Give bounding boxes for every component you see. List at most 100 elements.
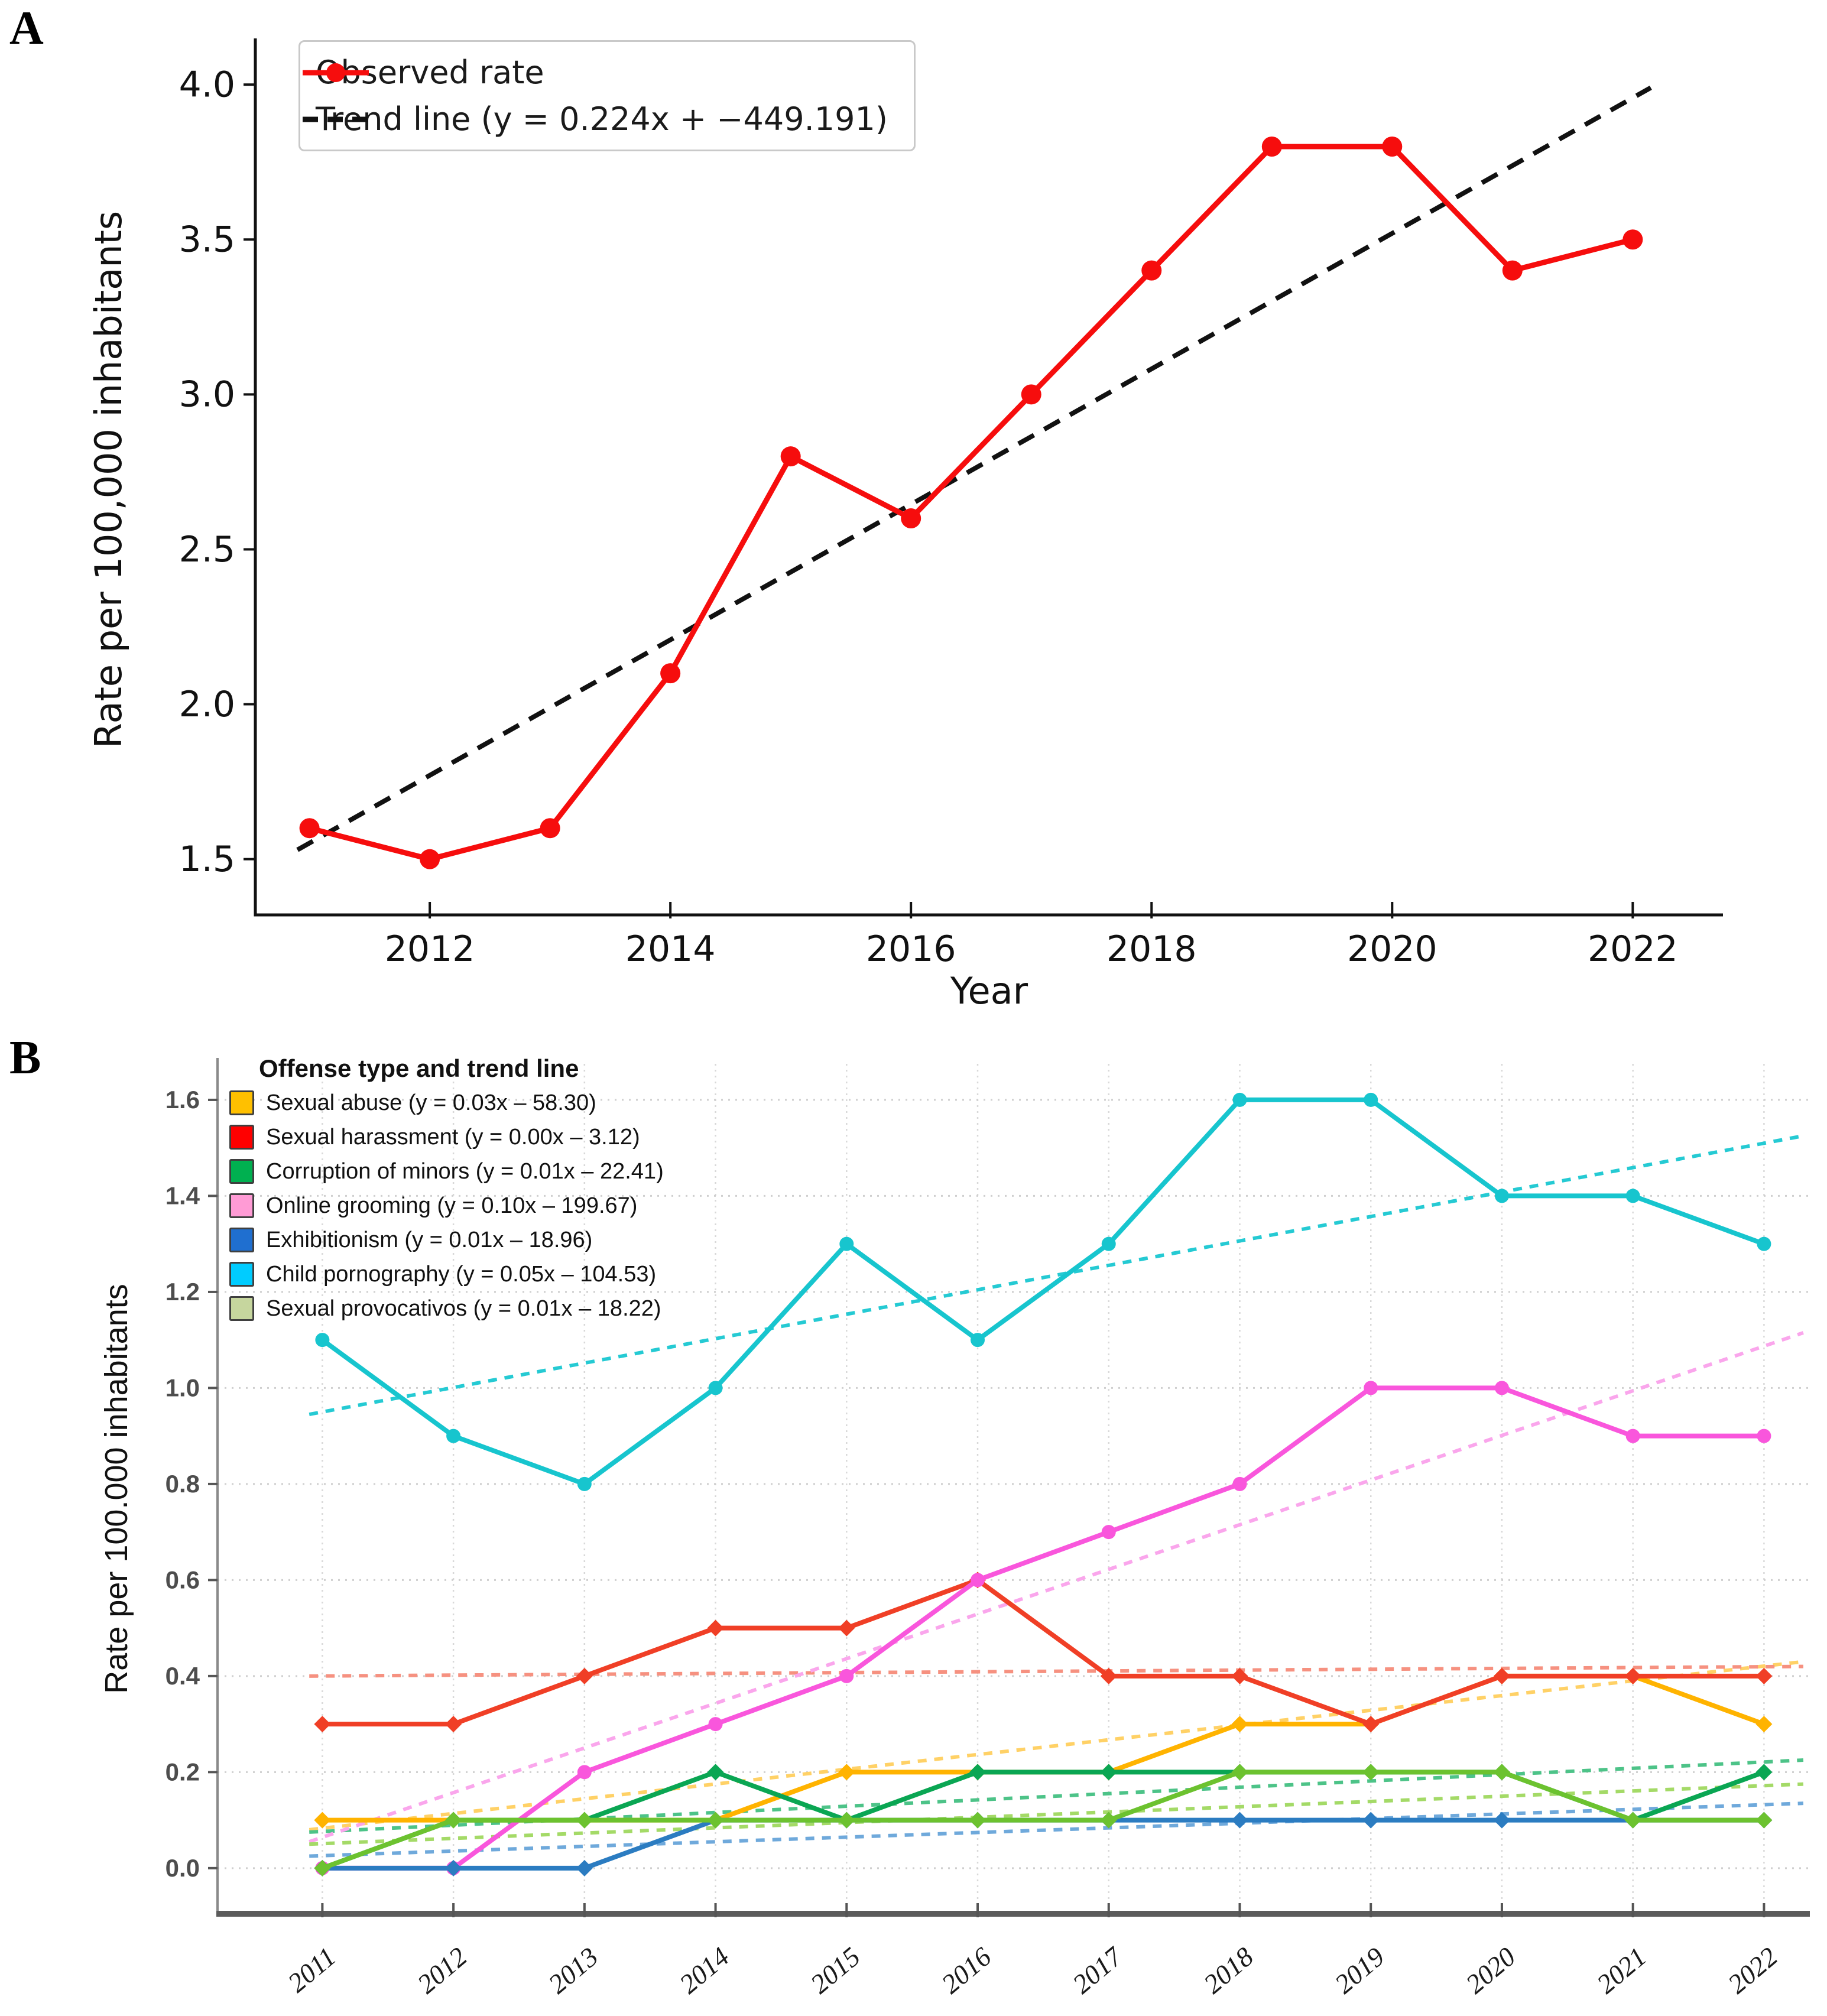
- panel-b-legend-title: Offense type and trend line: [259, 1054, 579, 1082]
- x-tick-label: 2016: [936, 1942, 997, 1999]
- y-tick-label: 0.0: [165, 1854, 200, 1882]
- legend-item-label: Corruption of minors (y = 0.01x – 22.41): [266, 1158, 664, 1184]
- data-point-marker: [1494, 1381, 1509, 1395]
- x-tick-label: 2012: [411, 1942, 472, 1999]
- data-point-marker: [1757, 1429, 1771, 1443]
- data-point-marker: [446, 1429, 461, 1443]
- color-swatch-icon: [229, 1262, 254, 1287]
- y-tick-label: 1.4: [165, 1182, 200, 1210]
- data-point-marker: [1231, 1764, 1248, 1781]
- data-line: [320, 1770, 1767, 1871]
- data-point-marker: [1382, 136, 1403, 157]
- y-tick-label: 4.0: [179, 64, 235, 106]
- x-tick-label: 2017: [1067, 1940, 1129, 1999]
- x-tick-label: 2014: [674, 1942, 735, 1999]
- data-point-marker: [780, 446, 801, 467]
- data-point-marker: [1101, 1236, 1116, 1251]
- legend-item: Corruption of minors (y = 0.01x – 22.41): [229, 1156, 664, 1187]
- x-tick-label: 2018: [1198, 1942, 1259, 1999]
- data-point-marker: [838, 1812, 855, 1829]
- data-point-marker: [839, 1668, 854, 1683]
- color-swatch-icon: [229, 1193, 254, 1218]
- data-point-marker: [540, 818, 560, 839]
- legend-item: Sexual abuse (y = 0.03x – 58.30): [229, 1087, 664, 1118]
- data-point-marker: [577, 1476, 592, 1491]
- data-point-marker: [1624, 1667, 1641, 1684]
- legend-item-label: Child pornography (y = 0.05x – 104.53): [266, 1261, 657, 1287]
- data-point-marker: [1231, 1667, 1248, 1684]
- line-marker-swatch-icon: [303, 63, 369, 82]
- data-point-marker: [1625, 1189, 1640, 1203]
- data-point-marker: [1755, 1764, 1773, 1781]
- x-tick-label: 2015: [804, 1942, 865, 1999]
- data-point-marker: [445, 1716, 462, 1733]
- data-point-marker: [1231, 1716, 1248, 1733]
- data-point-marker: [708, 1717, 723, 1732]
- x-tick-label: 2021: [1591, 1942, 1652, 1999]
- legend-item-label: Trend line (y = 0.224x + −449.191): [316, 100, 888, 138]
- y-tick-label: 1.0: [165, 1374, 200, 1402]
- data-point-marker: [707, 1812, 724, 1829]
- data-point-marker: [1231, 1812, 1248, 1829]
- data-point-marker: [1021, 384, 1041, 405]
- trend-line: [296, 85, 1652, 852]
- y-axis-title: Rate per 100,000 inhabitants: [87, 211, 130, 748]
- data-point-marker: [1362, 1812, 1380, 1829]
- panel-b-label: B: [9, 1032, 41, 1084]
- data-point-marker: [1100, 1812, 1117, 1829]
- legend-item: Sexual harassment (y = 0.00x – 3.12): [229, 1122, 664, 1153]
- color-swatch-icon: [229, 1090, 254, 1115]
- trend-line: [309, 1782, 1804, 1846]
- y-tick-label: 1.6: [165, 1086, 200, 1113]
- trend-line: [309, 1134, 1804, 1417]
- data-point-marker: [1624, 1812, 1641, 1829]
- data-point-marker: [660, 663, 681, 684]
- data-point-marker: [1261, 136, 1282, 157]
- data-point-marker: [1502, 260, 1523, 281]
- data-point-marker: [1141, 260, 1162, 281]
- x-tick-label: 2022: [1588, 929, 1678, 970]
- x-tick-label: 2022: [1722, 1942, 1783, 1999]
- x-tick-label: 2018: [1106, 929, 1197, 970]
- data-point-marker: [1622, 229, 1643, 250]
- data-point-marker: [838, 1764, 855, 1781]
- y-tick-label: 3.0: [179, 374, 235, 415]
- x-tick-label: 2016: [866, 929, 956, 970]
- x-tick-label: 2019: [1329, 1942, 1390, 1999]
- data-point-marker: [1625, 1429, 1640, 1443]
- data-point-marker: [708, 1381, 723, 1395]
- data-point-marker: [1232, 1092, 1247, 1107]
- data-point-marker: [1494, 1189, 1509, 1203]
- data-line: [320, 1097, 1767, 1486]
- data-line: [307, 144, 1635, 862]
- data-line: [320, 1385, 1767, 1871]
- trend-line: [309, 1664, 1803, 1678]
- data-point-marker: [577, 1765, 592, 1780]
- legend-item: Trend line (y = 0.224x + −449.191): [303, 100, 888, 138]
- data-point-marker: [1362, 1716, 1380, 1733]
- x-tick-label: 2014: [625, 929, 716, 970]
- legend-item: Online grooming (y = 0.10x – 199.67): [229, 1190, 664, 1221]
- data-point-marker: [1101, 1525, 1116, 1540]
- y-axis-title: Rate per 100.000 inhabitants: [99, 1284, 134, 1694]
- legend-item-label: Sexual provocativos (y = 0.01x – 18.22): [266, 1296, 661, 1321]
- legend-item-label: Sexual harassment (y = 0.00x – 3.12): [266, 1124, 640, 1150]
- data-point-marker: [901, 508, 921, 529]
- color-swatch-icon: [229, 1159, 254, 1184]
- y-tick-label: 0.2: [165, 1758, 200, 1786]
- x-tick-label: 2011: [282, 1942, 342, 1998]
- data-point-marker: [576, 1812, 593, 1829]
- data-point-marker: [314, 1716, 331, 1733]
- y-tick-label: 3.5: [179, 219, 235, 261]
- y-tick-label: 0.8: [165, 1470, 200, 1498]
- y-tick-label: 2.0: [179, 684, 235, 725]
- data-point-marker: [1493, 1764, 1510, 1781]
- data-point-marker: [969, 1812, 986, 1829]
- data-point-marker: [420, 849, 440, 869]
- legend-item: Exhibitionism (y = 0.01x – 18.96): [229, 1225, 664, 1255]
- data-point-marker: [838, 1619, 855, 1637]
- trend-line: [309, 1660, 1804, 1832]
- data-point-marker: [576, 1667, 593, 1684]
- data-point-marker: [1364, 1381, 1378, 1395]
